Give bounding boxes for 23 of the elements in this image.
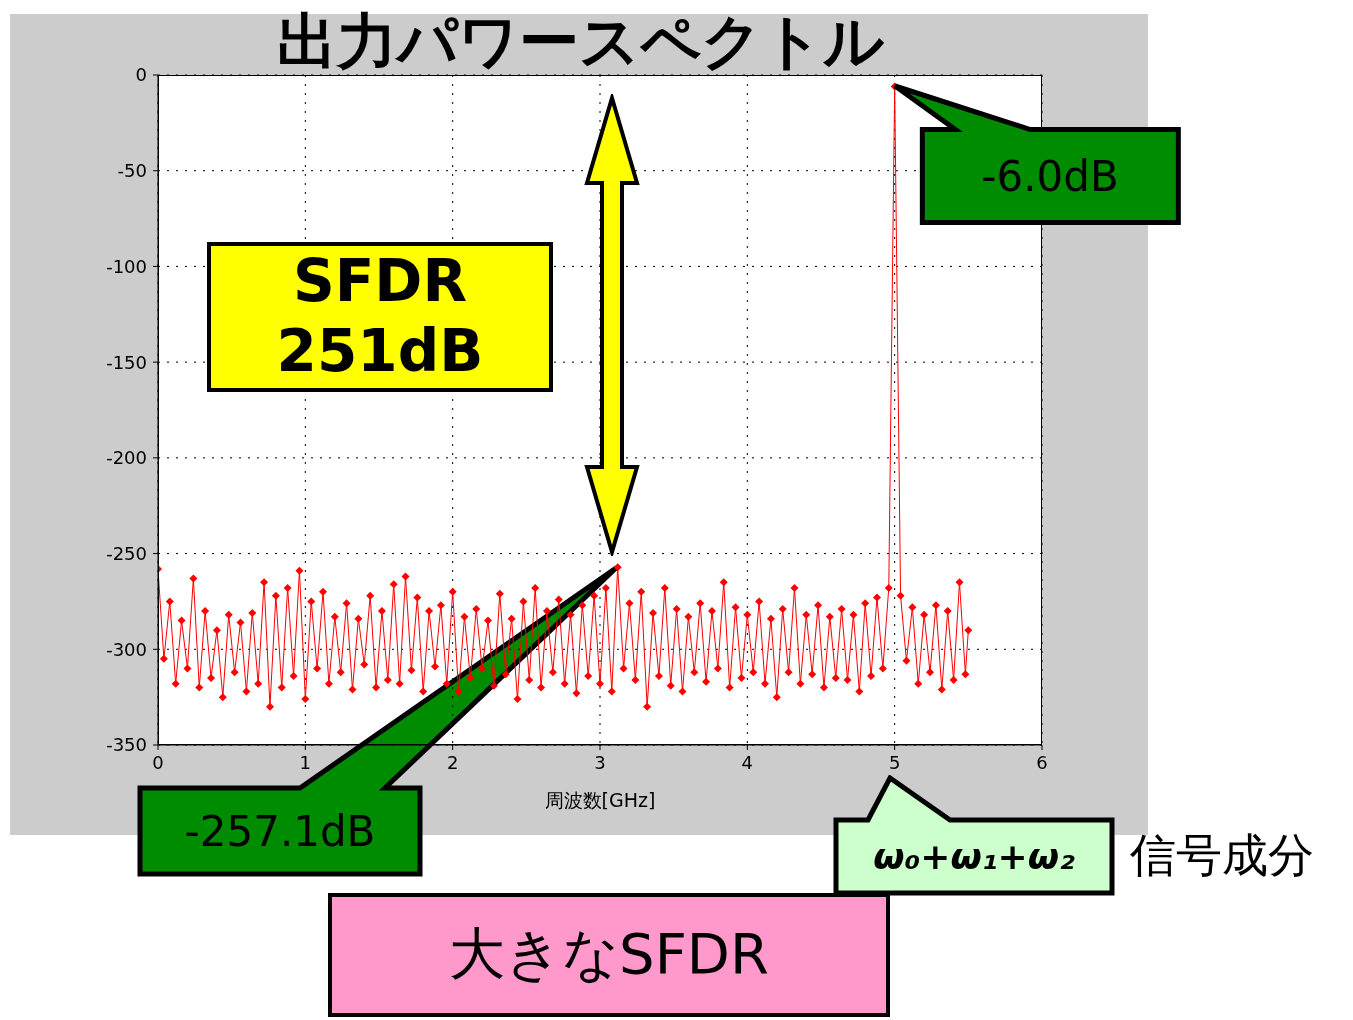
text: 大きなSFDR <box>328 893 890 1017</box>
x-tick-label: 2 <box>446 751 459 773</box>
y-tick-label: -200 <box>106 447 147 469</box>
x-tick-label: 3 <box>594 751 606 773</box>
text: 信号成分 <box>1130 827 1314 884</box>
x-axis-title: 周波数[GHz] <box>544 789 656 811</box>
x-tick-label: 0 <box>152 751 164 773</box>
y-tick-label: 0 <box>135 64 147 86</box>
x-tick-label: 6 <box>1036 751 1048 773</box>
chart-title: 出力パワースペクトル <box>276 6 884 76</box>
x-tick-label: 4 <box>741 751 754 773</box>
y-tick-label: -300 <box>106 638 147 660</box>
y-tick-label: -250 <box>106 542 147 564</box>
x-tick-label: 5 <box>888 751 901 773</box>
y-tick-label: -350 <box>106 734 147 756</box>
y-tick-label: -50 <box>117 160 147 182</box>
annotation: -6.0dB <box>980 151 1120 203</box>
y-tick-label: -150 <box>106 351 147 373</box>
callout: ω₀+ω₁+ω₂ <box>833 775 1115 896</box>
y-tick-label: -100 <box>106 255 147 277</box>
annotation: SFDR 251dB <box>207 242 553 392</box>
x-tick-label: 1 <box>299 751 312 773</box>
callout: -6.0dB <box>891 83 1181 226</box>
